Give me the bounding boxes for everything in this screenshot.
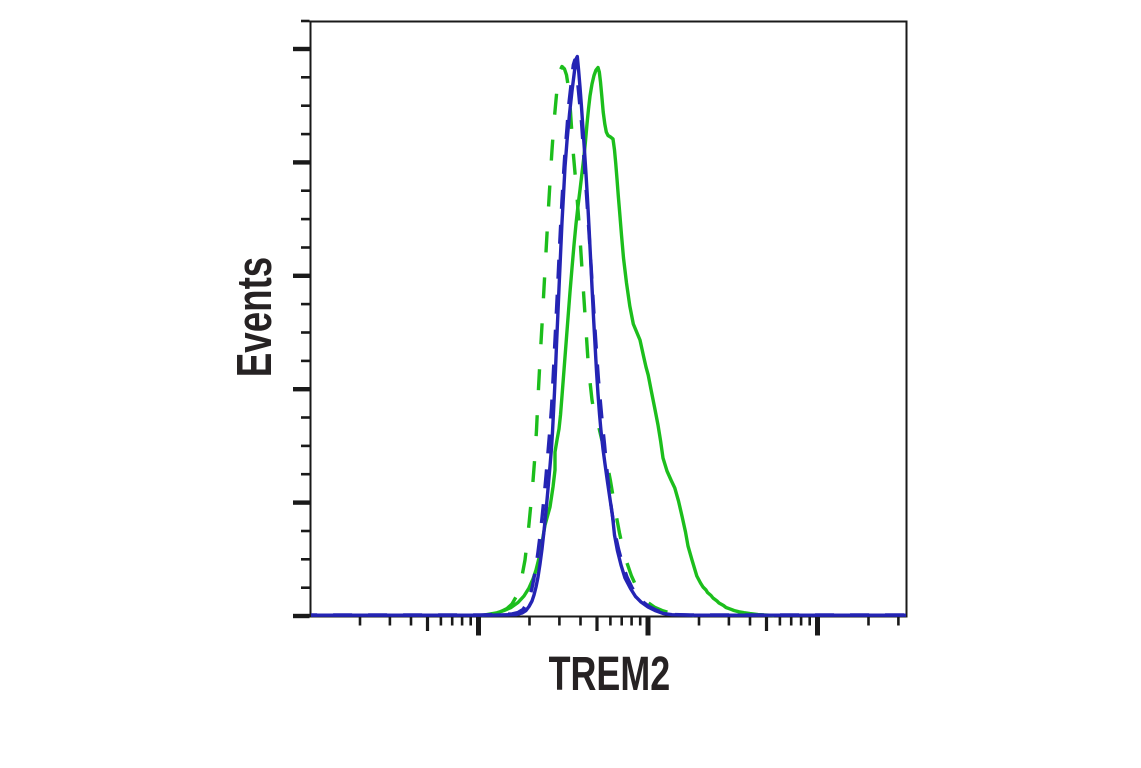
- svg-text:Events: Events: [227, 257, 282, 378]
- svg-text:TREM2: TREM2: [549, 647, 671, 701]
